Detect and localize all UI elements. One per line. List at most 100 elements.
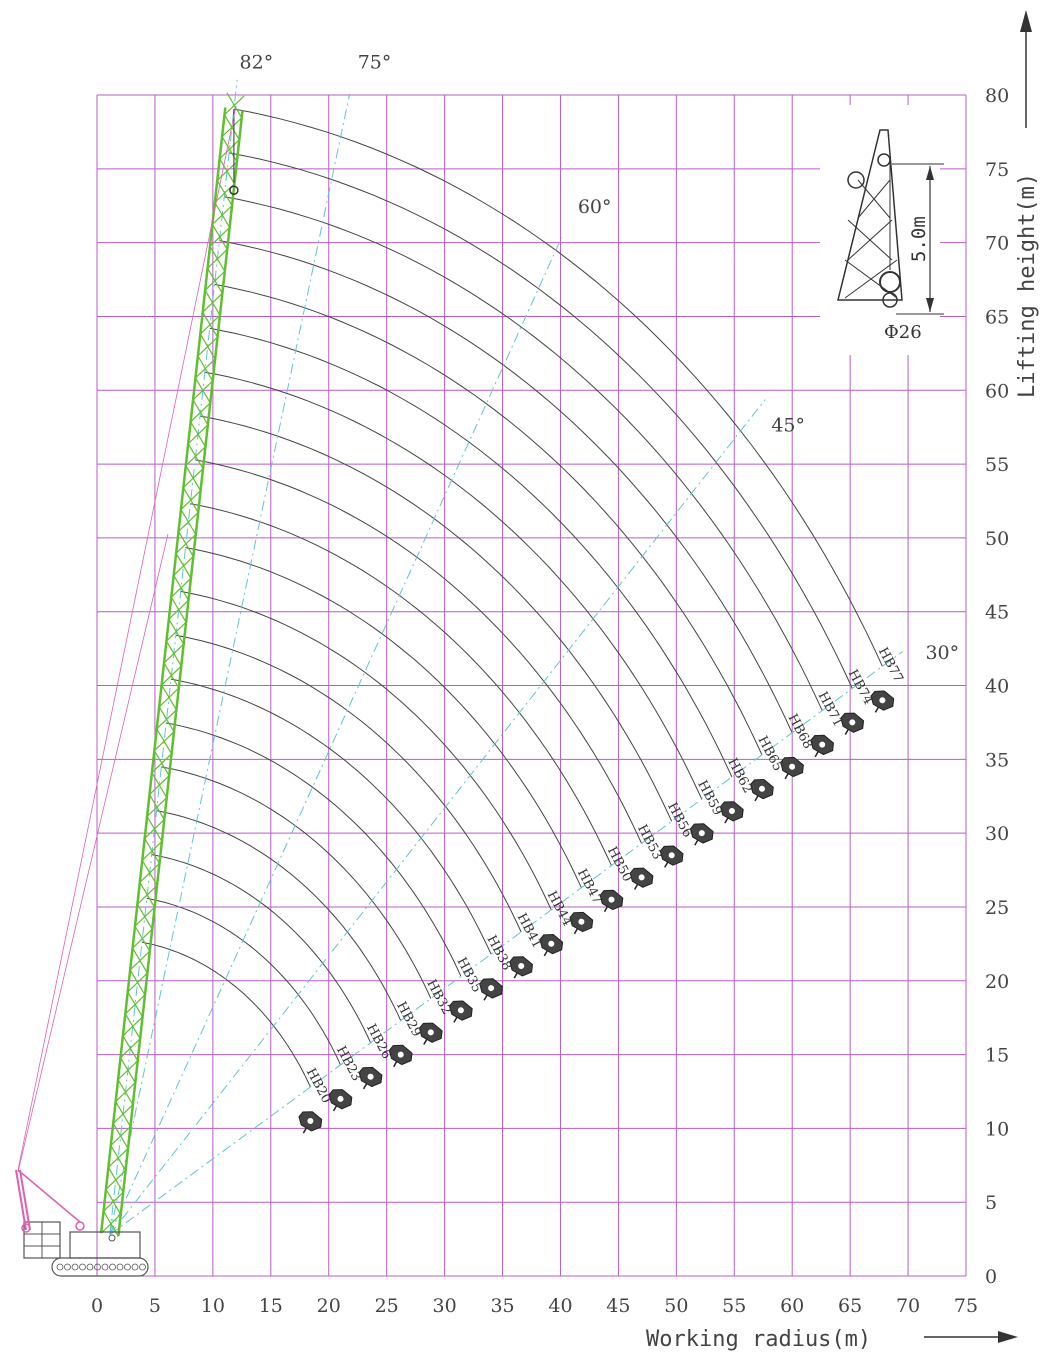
boom-length-label: HB35 [453,955,484,995]
hook-block-icon [750,778,774,802]
crawler-roller [109,1263,116,1271]
boom-lacing [151,772,168,798]
boom-lacing [161,684,177,711]
boom-lacing [165,640,182,667]
x-tick-label: 45 [606,1295,630,1317]
boom-lacing [134,925,151,952]
y-tick-label: 10 [985,1118,1009,1140]
boom-lacing [216,180,233,206]
hook-shank [423,1038,428,1045]
hook-block-pin [728,808,735,814]
boom-length-label: HB50 [604,844,635,884]
hook-shank [694,839,699,846]
boom-lacing [105,1188,122,1215]
hook-shank [573,928,579,935]
boom-length-curve [209,327,733,778]
boom-lacing [187,443,204,470]
boom-length-curve [161,766,432,999]
hook-block-pin [849,719,856,726]
hook-dimension-label: 5.0m [908,216,930,262]
boom-lacing [139,881,156,908]
boom-lacing [158,706,175,733]
crawler-roller [139,1263,146,1271]
y-tick-label: 45 [985,602,1009,624]
boom-angle-label: 75° [358,51,392,73]
y-tick-label: 80 [985,85,1009,107]
boom-length-curve [224,196,823,711]
hook-block-icon [840,712,865,735]
hook-icon [229,185,239,195]
boom-angle-labels: 82° 75° 60° 45° 30° [240,51,960,663]
y-tick-label: 70 [985,233,1009,255]
boom-length-label: HB74 [845,667,876,707]
boom-lacing [202,311,219,338]
hook-block-icon [388,1044,413,1068]
boom-length-label: HB77 [875,645,906,685]
boom-length-curve [151,854,372,1044]
crawler-roller [131,1263,139,1271]
crawler-roller [116,1263,124,1271]
boom-lacing [226,92,243,119]
crawler-roller [124,1263,131,1271]
mast-icon [15,105,237,1233]
boom-length-label: HB56 [664,800,695,840]
x-tick-label: 10 [201,1295,225,1317]
hook-block-pin [819,741,826,748]
hook-shank [724,817,729,824]
y-tick-label: 15 [985,1045,1009,1067]
hook-block-pin [548,940,555,947]
hook-block-icon [659,845,684,868]
boom-length-curve [141,941,311,1088]
hook-block-icon [870,690,895,713]
hook-block-pin [457,1007,464,1014]
hook-block-pin [789,763,796,770]
boom-lacing [190,421,206,448]
boom-angle-line [109,79,238,1235]
boom-length-curve [214,283,763,756]
hook-shank [453,1016,458,1023]
hook-block-pin [608,896,615,903]
y-tick-label: 30 [985,823,1009,845]
boom-length-curve [199,415,673,822]
x-tick-label: 0 [91,1295,103,1317]
boom-lacing [129,969,146,996]
boom-angle-line [109,237,563,1235]
boom-lacing [149,794,165,820]
hook-block-icon [448,1000,473,1023]
x-axis-title: Working radius(m) [646,1327,871,1352]
boom-lacing [110,1145,127,1171]
y-tick-label: 5 [985,1192,997,1214]
boom-chord [99,107,227,1234]
boom-length-label: HB32 [423,977,454,1017]
y-tick-label: 65 [985,306,1009,328]
boom-angle-line [109,651,903,1236]
x-tick-label: 70 [896,1295,920,1317]
boom-lacing [194,377,211,404]
boom-lacing [107,1167,124,1193]
crawler-roller [86,1263,94,1271]
hook-block-icon [629,867,654,890]
hook-block-pin [578,918,585,925]
hook-block-pin [367,1073,374,1080]
hook-block-icon [509,956,534,979]
boom-lacing [146,816,163,842]
hook-block-pin [879,697,886,704]
boom-lacing [197,355,214,382]
boom-angle-lines [109,79,903,1236]
boom-lacing [156,728,173,755]
hook-block-pin [638,874,645,881]
hook-block-pin [488,985,495,992]
boom-lacing [185,465,202,491]
x-tick-label: 25 [375,1295,399,1317]
hook-markers [298,690,895,1134]
y-tick-label: 25 [985,897,1009,919]
y-tick-label: 55 [985,454,1009,476]
x-tick-label: 55 [722,1295,746,1317]
crawler-roller [101,1263,109,1271]
hook-block-pin [698,830,705,837]
hook-shank [664,861,669,868]
hook-block-icon [418,1022,443,1045]
boom-lacing [136,903,153,930]
boom-length-curve [146,897,341,1066]
hook-rope-label: Φ26 [884,322,922,343]
